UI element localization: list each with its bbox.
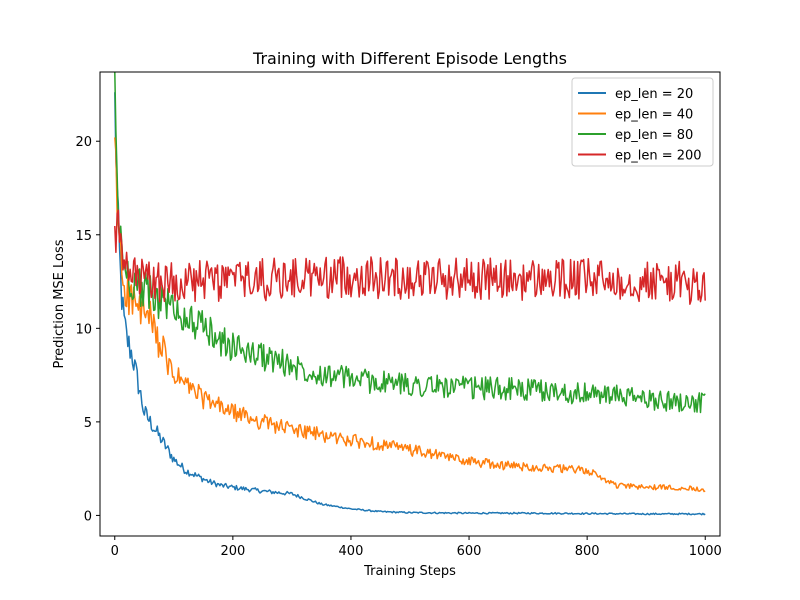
x-axis: 0 200 400 600 800 1000 [111, 536, 722, 559]
x-tick-label: 800 [575, 544, 600, 559]
x-tick-label: 200 [220, 544, 245, 559]
x-tick-label: 0 [111, 544, 119, 559]
series-line [114, 137, 706, 493]
chart-title: Training with Different Episode Lengths [252, 49, 567, 68]
series-layer [114, 71, 706, 516]
legend-box [571, 77, 714, 167]
y-tick-label: 0 [84, 509, 92, 524]
series-line [114, 209, 706, 305]
y-axis: 0 5 10 15 20 [75, 135, 100, 524]
legend: ep_len = 20 ep_len = 40 ep_len = 80 ep_len … [571, 77, 714, 167]
legend-label: ep_len = 20 [615, 87, 693, 102]
x-tick-label: 400 [339, 544, 364, 559]
legend-label: ep_len = 200 [615, 149, 702, 164]
series-line [114, 92, 706, 516]
y-tick-label: 15 [75, 229, 92, 244]
y-tick-label: 10 [75, 322, 92, 337]
x-axis-label: Training Steps [363, 564, 456, 579]
legend-label: ep_len = 80 [615, 128, 693, 143]
plot-frame [99, 71, 721, 537]
series-line [114, 71, 706, 414]
x-tick-label: 1000 [689, 544, 722, 559]
y-tick-label: 20 [75, 135, 92, 150]
legend-label: ep_len = 40 [615, 108, 693, 123]
y-axis-label: Prediction MSE Loss [52, 239, 67, 368]
y-tick-label: 5 [84, 416, 92, 431]
x-tick-label: 600 [457, 544, 482, 559]
